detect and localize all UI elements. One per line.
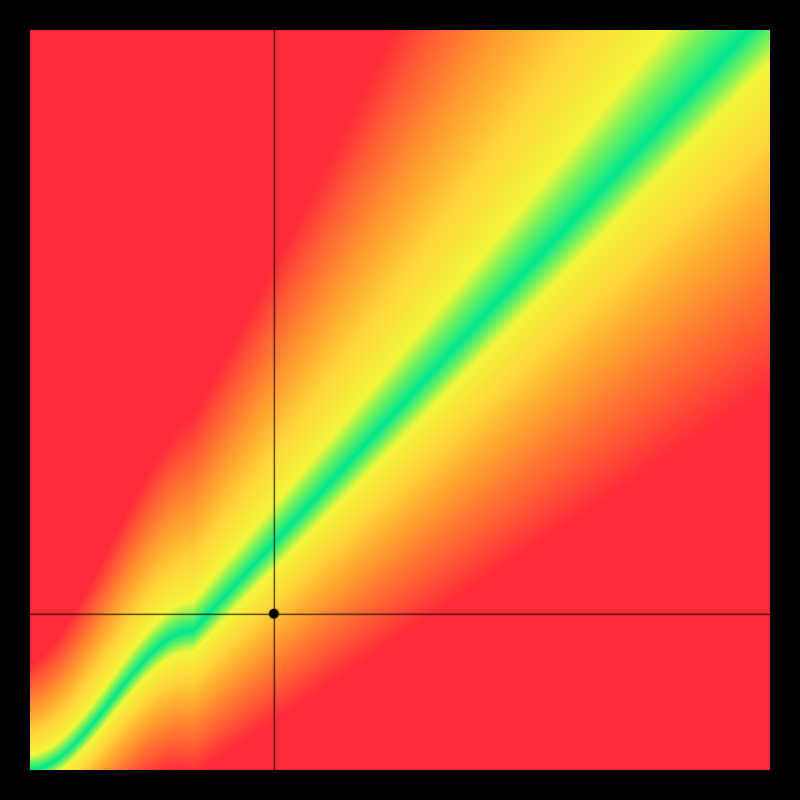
chart-container: TheBottleneck.com <box>0 0 800 800</box>
watermark-text: TheBottleneck.com <box>566 6 778 33</box>
bottleneck-heatmap <box>30 30 770 770</box>
